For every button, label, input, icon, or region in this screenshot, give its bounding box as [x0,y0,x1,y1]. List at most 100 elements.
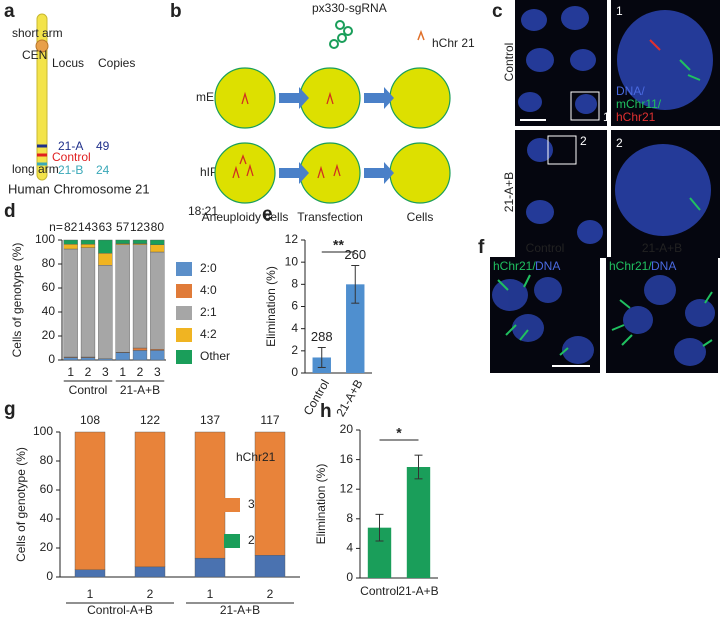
inset-label: 2 [616,136,623,150]
y-tick-label: 12 [340,481,354,495]
x-tick-label: 21-A+B [398,584,438,598]
legend-swatch [176,328,192,342]
label: long arm [12,162,59,176]
count-label: 143 [78,220,98,234]
x-tick-label: 2 [267,587,274,601]
plasmid-icon [329,20,353,49]
nuclei [518,6,713,244]
bar-segment [150,239,165,246]
bar-segment [80,357,96,361]
bar-segment [150,350,165,361]
locus-copies: 49 [96,139,110,153]
inset-box [570,91,600,121]
y-tick-label: 40 [40,511,54,525]
bar-segment [80,247,96,358]
y-tick-label: 10 [285,254,299,268]
locus-name: 21-A [58,139,83,153]
inset-label: 1 [603,110,610,124]
label: Copies [98,56,135,70]
x-tick-label: 1 [67,365,74,379]
x-tick-label: 1 [87,587,94,601]
panel-label: d [4,201,16,222]
count-label: 117 [260,413,279,427]
x-tick-label: 3 [102,365,109,379]
y-tick-label: 100 [35,232,55,246]
schematic: px330-sgRNA hChr 21 mESCs hIPS Aneuploid… [196,1,475,224]
significance: ** [333,237,344,253]
bar-segment [80,239,96,245]
bar-segment [74,569,106,578]
x-tick-label: 21-A+B [333,377,365,419]
x-tick-label: Control [360,584,399,598]
column-label: 21-A+B [642,241,682,255]
label: CEN [22,48,47,62]
legend-swatch [176,350,192,364]
y-tick-label: 0 [346,570,353,584]
group-label: 21-A+B [120,383,160,397]
bar-segment [150,244,165,253]
bar-segment [194,431,226,559]
microscopy-f: Control 21-A+B hChr21/ DNA hChr21/ DNA [490,241,718,373]
bar [346,284,365,373]
bar-segment [132,244,148,349]
y-tick-label: 20 [42,328,56,342]
group-label: Control [69,383,108,397]
channel-label: hChr21 [616,110,656,124]
count-label: 108 [80,413,100,427]
count-label: 288 [311,329,333,344]
microscopy-c: Control 21-A+B 1 1 2 2 DNA/ mChr11/ hChr… [502,0,720,258]
legend-label: 2:0 [200,261,217,275]
x-tick-label: 3 [154,365,161,379]
significance: * [396,425,402,441]
chromosome [36,13,48,181]
panel-label: e [262,204,273,225]
channel-label: DNA [535,259,560,273]
bar-segment [254,555,286,578]
y-axis-label: Cells of genotype (%) [10,243,24,358]
y-tick-label: 8 [291,277,298,291]
chromosome-diagram: short arm CEN Locus Copies 21-A 49 Contr… [8,13,150,196]
panel-label: b [170,1,182,22]
y-tick-label: 8 [346,511,353,525]
legend-label: 2:1 [200,305,217,319]
panel-label: c [492,1,503,22]
y-tick-label: 12 [285,232,299,246]
bar-segment [63,357,78,361]
bar [367,527,392,578]
panel-label: a [4,1,15,22]
inset-label: 1 [616,4,623,18]
bar-segment [80,243,96,248]
bar-segment [150,251,165,350]
arrows [497,274,713,356]
step-label: Aneuploidy cells [202,210,289,224]
count-label: 260 [344,247,366,262]
channel-label: hChr21/ [609,259,652,273]
bar-segment [115,244,130,353]
count-label: 122 [140,413,160,427]
panel-label: h [320,401,332,422]
y-tick-label: 0 [291,365,298,379]
bar-segment [115,352,130,361]
bar-segment [63,248,78,358]
x-tick-label: 1 [207,587,214,601]
bar-segment [98,265,113,360]
locus-copies: 24 [96,163,110,177]
bar-segment [63,243,78,250]
count-label: 80 [151,220,165,234]
count-label: 137 [200,413,220,427]
nuclei [492,275,715,366]
x-tick-label: 1 [119,365,126,379]
caption: Human Chromosome 21 [8,181,150,196]
count-label: 63 [99,220,113,234]
legend-swatch [176,262,192,276]
y-tick-label: 16 [340,452,354,466]
bar-segment [134,566,166,578]
legend-swatch [176,284,192,298]
centromere [35,39,49,53]
legend-label: 3 [248,497,255,511]
bar-segment [132,347,148,351]
x-tick-label: 2 [147,587,154,601]
step-label: Cells [407,210,434,224]
count-label: 82 [64,220,78,234]
